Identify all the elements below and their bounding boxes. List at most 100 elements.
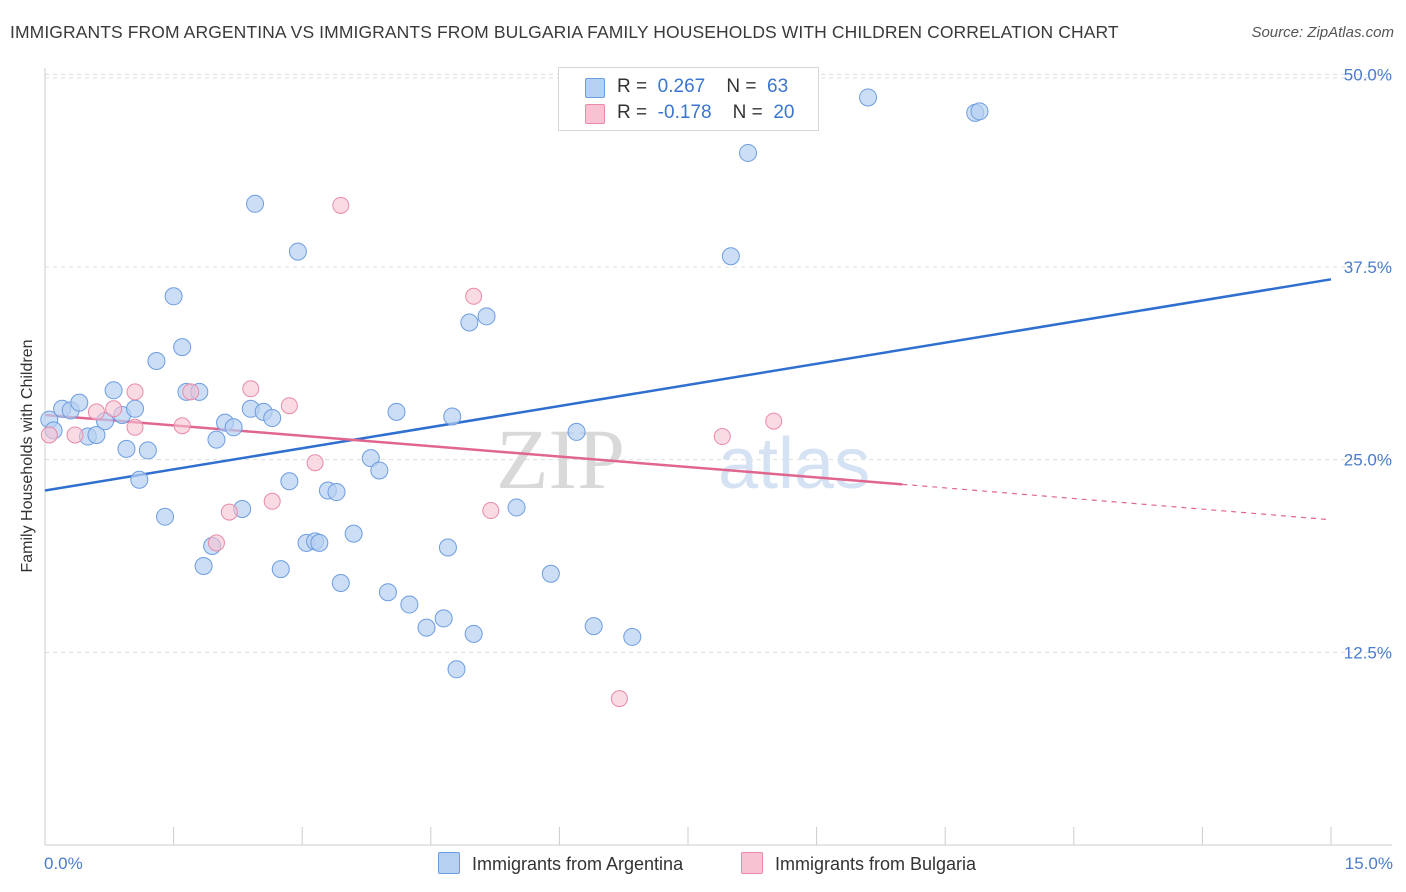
argentina-point	[164, 287, 183, 306]
trend-line-bulgaria-extension	[902, 483, 1332, 521]
legend-swatch-argentina	[585, 78, 605, 98]
argentina-point	[567, 422, 586, 441]
series-argentina-points	[40, 88, 989, 679]
argentina-point	[246, 194, 265, 213]
legend-r-value-bulgaria: -0.178	[657, 102, 712, 123]
bulgaria-point	[66, 426, 84, 444]
legend-n-value-bulgaria: 20	[773, 102, 795, 123]
argentina-point	[370, 461, 389, 480]
argentina-point	[147, 352, 166, 371]
bulgaria-point	[280, 397, 298, 415]
bulgaria-point	[105, 400, 123, 418]
legend-swatch-bulgaria	[585, 104, 605, 124]
argentina-point	[327, 483, 346, 502]
bulgaria-point	[173, 417, 191, 435]
bulgaria-point	[332, 196, 350, 214]
bottom-legend-argentina: Immigrants from Argentina	[438, 852, 683, 875]
argentina-point	[117, 439, 136, 458]
argentina-point	[434, 609, 453, 628]
argentina-point	[623, 627, 642, 646]
bulgaria-point	[87, 403, 105, 421]
argentina-point	[138, 441, 157, 460]
argentina-point	[194, 557, 213, 576]
argentina-point	[310, 533, 329, 552]
y-tick-label: 37.5%	[1344, 258, 1392, 277]
argentina-point	[460, 313, 479, 332]
argentina-point	[417, 618, 436, 637]
trend-lines	[44, 278, 1332, 521]
trend-line-argentina	[44, 278, 1332, 492]
bulgaria-point	[242, 380, 260, 398]
bottom-legend-bulgaria: Immigrants from Bulgaria	[741, 852, 976, 875]
argentina-point	[263, 409, 282, 428]
bulgaria-point	[713, 428, 731, 446]
legend-r-label: R =	[617, 76, 648, 97]
argentina-point	[87, 426, 106, 445]
argentina-point	[224, 418, 243, 437]
x-tick-label: 15.0%	[1345, 854, 1393, 873]
bulgaria-point	[263, 492, 281, 510]
argentina-point	[464, 624, 483, 643]
argentina-point	[387, 402, 406, 421]
bulgaria-point	[182, 383, 200, 401]
argentina-point	[443, 407, 462, 426]
argentina-point	[859, 88, 878, 107]
legend-r-value-argentina: 0.267	[657, 76, 706, 97]
argentina-point	[361, 449, 380, 468]
argentina-point	[378, 583, 397, 602]
argentina-point	[970, 102, 989, 121]
y-tick-label: 50.0%	[1344, 65, 1392, 84]
watermark-atlas: atlas	[718, 424, 870, 504]
x-tick-label: 0.0%	[44, 854, 83, 873]
argentina-point	[344, 524, 363, 543]
bulgaria-point	[465, 287, 483, 305]
bottom-legend-swatch-bulgaria	[741, 852, 763, 874]
gridlines	[45, 73, 1391, 653]
bulgaria-point	[126, 418, 144, 436]
source-label: Source: ZipAtlas.com	[1251, 24, 1394, 41]
tick-labels: 12.5% 25.0% 37.5% 50.0% 0.0% 15.0%	[44, 65, 1393, 873]
series-bulgaria-points	[40, 196, 783, 708]
watermark-zip: ZIP	[496, 411, 625, 507]
argentina-point	[271, 560, 290, 579]
argentina-point	[156, 507, 175, 526]
bulgaria-point	[207, 534, 225, 552]
argentina-point	[207, 430, 226, 449]
bottom-legend-label-bulgaria: Immigrants from Bulgaria	[775, 854, 977, 874]
legend-r-label: R =	[617, 102, 648, 123]
argentina-point	[477, 307, 496, 326]
bulgaria-point	[126, 383, 144, 401]
argentina-point	[584, 617, 603, 636]
argentina-point	[130, 470, 149, 489]
argentina-point	[739, 143, 758, 162]
legend-n-value-argentina: 63	[767, 76, 789, 97]
bottom-legend-swatch-argentina	[438, 852, 460, 874]
bulgaria-point	[220, 503, 238, 521]
bottom-legend-label-argentina: Immigrants from Argentina	[472, 854, 684, 874]
y-tick-label: 25.0%	[1344, 451, 1392, 470]
argentina-point	[173, 338, 192, 357]
argentina-point	[70, 393, 89, 412]
argentina-point	[438, 538, 457, 557]
legend-n-label: N =	[726, 76, 757, 97]
argentina-point	[280, 472, 299, 491]
argentina-point	[721, 247, 740, 266]
argentina-point	[104, 381, 123, 400]
chart-title: IMMIGRANTS FROM ARGENTINA VS IMMIGRANTS …	[10, 22, 1119, 42]
bulgaria-point	[40, 426, 58, 444]
argentina-point	[288, 242, 307, 261]
axes	[44, 68, 1392, 846]
bulgaria-point	[482, 502, 500, 520]
correlation-legend: R = 0.267 N = 63 R = -0.178 N = 20	[558, 67, 819, 131]
argentina-point	[507, 498, 526, 517]
argentina-point	[447, 660, 466, 679]
y-tick-label: 12.5%	[1344, 643, 1392, 662]
legend-n-label: N =	[732, 102, 763, 123]
bulgaria-point	[765, 412, 783, 430]
argentina-point	[331, 573, 350, 592]
argentina-point	[126, 399, 145, 418]
argentina-point	[400, 595, 419, 614]
bulgaria-point	[610, 690, 628, 708]
argentina-point	[541, 564, 560, 583]
